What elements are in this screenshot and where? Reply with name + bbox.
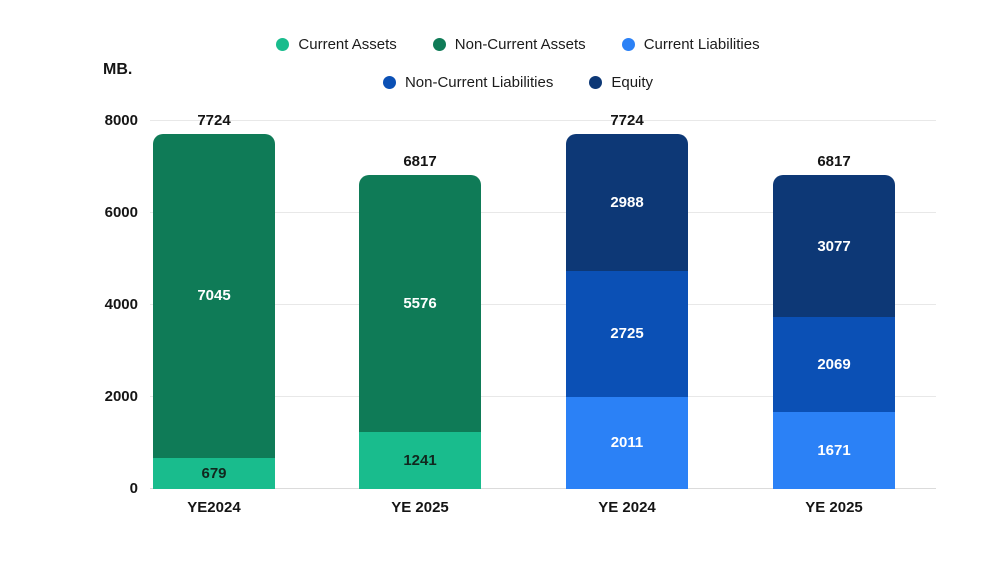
legend-item-equity: Equity <box>589 74 653 91</box>
legend-item-non-current-liabilities: Non-Current Liabilities <box>382 74 554 91</box>
gridline-8000 <box>150 120 936 121</box>
bar-total-label: 6817 <box>403 153 437 171</box>
segment-value-label: 2011 <box>610 434 644 452</box>
chart-legend: Current Assets Non-Current Assets Current … <box>18 36 1000 91</box>
bar-segment-current-liabilities: 1671 <box>773 412 895 489</box>
gridline-4000 <box>150 304 936 305</box>
current-assets-dot-icon <box>276 38 290 51</box>
legend-label: Non-Current Assets <box>454 36 586 53</box>
legend-item-non-current-assets: Non-Current Assets <box>432 36 586 53</box>
bar-segment-non-current-assets: 5576 <box>359 175 481 432</box>
bar-total-label: 6817 <box>817 153 851 171</box>
y-axis-tick-8000: 8000 <box>104 112 138 129</box>
segment-value-label: 3077 <box>817 237 851 255</box>
x-axis-label-ye-2025: YE 2025 <box>391 499 449 516</box>
x-axis-label-ye-2025: YE 2025 <box>805 499 863 516</box>
legend-item-current-assets: Current Assets <box>276 36 397 53</box>
stacked-bar-3-ye-2024: 2011 2725 2988 <box>566 133 688 489</box>
bar-segment-current-assets: 1241 <box>359 431 481 489</box>
bar-segment-non-current-liabilities: 2725 <box>566 271 688 397</box>
y-axis-tick-4000: 4000 <box>104 296 138 313</box>
stacked-bar-1-ye2024: 679 7045 <box>153 133 275 489</box>
bar-segment-current-liabilities: 2011 <box>566 396 688 489</box>
segment-value-label: 7045 <box>197 287 231 305</box>
segment-value-label: 679 <box>201 464 227 482</box>
y-axis-tick-2000: 2000 <box>104 388 138 405</box>
non-current-assets-dot-icon <box>432 38 446 51</box>
x-axis-label-ye-2024: YE 2024 <box>598 499 656 516</box>
segment-value-label: 1241 <box>403 451 437 469</box>
bar-segment-equity: 2988 <box>566 133 688 272</box>
bar-total-label: 7724 <box>197 111 231 129</box>
y-axis-tick-6000: 6000 <box>104 204 138 221</box>
legend-label: Non-Current Liabilities <box>404 74 554 91</box>
x-axis-label-ye2024: YE2024 <box>187 499 241 516</box>
plot-area: 679 7045 7724 YE2024 1241 5576 6817 YE 2025 2011… <box>150 112 936 516</box>
y-axis-unit-label: MB. <box>103 61 133 78</box>
equity-dot-icon <box>589 76 603 89</box>
legend-label: Current Assets <box>298 36 397 53</box>
legend-item-current-liabilities: Current Liabilities <box>621 36 760 53</box>
gridline-2000 <box>150 396 936 397</box>
gridline-6000 <box>150 212 936 213</box>
y-axis-tick-0: 0 <box>129 480 138 497</box>
stacked-bar-2-ye-2025: 1241 5576 <box>359 175 481 489</box>
bar-segment-equity: 3077 <box>773 175 895 317</box>
segment-value-label: 2988 <box>610 193 644 211</box>
legend-row-2: Non-Current Liabilities Equity <box>382 74 653 91</box>
legend-label: Current Liabilities <box>643 36 760 53</box>
bar-total-label: 7724 <box>610 111 644 129</box>
segment-value-label: 2725 <box>610 325 644 343</box>
bar-segment-current-assets: 679 <box>153 457 275 489</box>
legend-label: Equity <box>611 74 654 91</box>
stacked-bar-4-ye-2025: 1671 2069 3077 <box>773 175 895 489</box>
segment-value-label: 5576 <box>403 295 437 313</box>
legend-row-1: Current Assets Non-Current Assets Current … <box>276 36 760 53</box>
gridline-0 <box>150 488 936 489</box>
bar-segment-non-current-liabilities: 2069 <box>773 316 895 413</box>
segment-value-label: 1671 <box>817 442 851 460</box>
segment-value-label: 2069 <box>817 356 851 374</box>
current-liabilities-dot-icon <box>621 38 635 51</box>
bar-segment-non-current-assets: 7045 <box>153 133 275 458</box>
non-current-liabilities-dot-icon <box>382 76 396 89</box>
